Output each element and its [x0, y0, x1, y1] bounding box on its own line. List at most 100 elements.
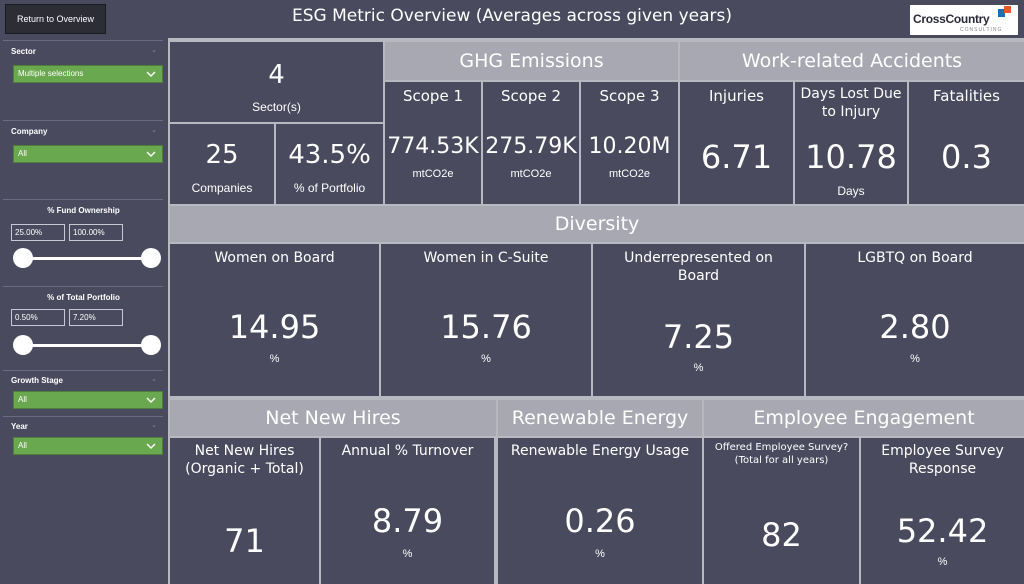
women-csuite-value: 15.76 [440, 308, 532, 346]
sectors-card: 4 Sector(s) [170, 42, 383, 122]
collapse-icon[interactable]: ⌄ [151, 126, 157, 134]
scope3-card: Scope 3 10.20M mtCO2e [581, 82, 678, 204]
growth-stage-dropdown[interactable]: All [13, 391, 163, 409]
offered-survey-card: Offered Employee Survey? (Total for all … [704, 438, 859, 584]
fund-ownership-max-handle[interactable] [141, 248, 161, 268]
diversity-header: Diversity [170, 206, 1024, 242]
days-lost-unit: Days [837, 184, 865, 198]
lgbtq-board-value: 2.80 [879, 308, 951, 346]
total-portfolio-label: % of Total Portfolio [47, 293, 120, 302]
year-label: Year [11, 422, 28, 431]
offered-survey-value: 82 [761, 516, 802, 554]
collapse-icon[interactable]: ⌄ [151, 375, 157, 383]
fund-ownership-max-input[interactable]: 100.00% [69, 224, 123, 241]
injuries-value: 6.71 [700, 138, 773, 176]
annual-turnover-unit: % [402, 548, 413, 560]
fund-ownership-label: % Fund Ownership [47, 206, 120, 215]
fund-ownership-min-handle[interactable] [13, 248, 33, 268]
underrepresented-board-value: 7.25 [662, 318, 735, 356]
year-filter: Year ⌄ All [3, 416, 163, 462]
women-board-title: Women on Board [214, 250, 335, 266]
company-filter: Company ⌄ All [3, 120, 163, 202]
days-lost-value: 10.78 [805, 138, 897, 176]
fund-ownership-slider-track[interactable] [21, 257, 151, 260]
fatalities-value: 0.3 [941, 138, 992, 176]
lgbtq-board-unit: % [910, 353, 920, 365]
women-csuite-unit: % [481, 353, 491, 365]
total-portfolio-max-input[interactable]: 7.20% [69, 309, 123, 326]
renewable-usage-unit: % [595, 548, 605, 560]
scope2-unit: mtCO2e [510, 168, 552, 180]
survey-response-value: 52.42 [896, 512, 989, 550]
total-portfolio-min-handle[interactable] [13, 335, 33, 355]
company-dropdown[interactable]: All [13, 145, 163, 163]
sector-label: Sector [11, 47, 36, 56]
sectors-label: Sector(s) [252, 100, 301, 114]
logo-mark-icon [998, 6, 1012, 18]
net-new-hires-header: Net New Hires [170, 400, 496, 436]
ghg-emissions-header: GHG Emissions [385, 42, 678, 80]
company-logo: CrossCountry CONSULTING [910, 5, 1018, 35]
women-csuite-title: Women in C-Suite [423, 250, 549, 266]
portfolio-label: % of Portfolio [293, 181, 366, 195]
scope3-unit: mtCO2e [609, 168, 650, 180]
lgbtq-board-card: LGBTQ on Board 2.80 % [806, 244, 1024, 396]
chevron-down-icon [145, 66, 159, 82]
total-portfolio-slider-track[interactable] [21, 344, 151, 347]
logo-text: CrossCountry [913, 12, 990, 26]
total-portfolio-filter: % of Total Portfolio 0.50% 7.20% [3, 286, 163, 372]
annual-turnover-card: Annual % Turnover 8.79 % [321, 438, 494, 584]
scope1-value: 774.53K [387, 134, 479, 159]
net-new-hires-value: 71 [224, 522, 265, 560]
renewable-usage-card: Renewable Energy Usage 0.26 % [498, 438, 702, 584]
survey-response-unit: % [937, 556, 948, 568]
underrepresented-board-card: Underrepresented on Board 7.25 % [593, 244, 804, 396]
net-new-hires-title: Net New Hires (Organic + Total) [185, 443, 304, 477]
portfolio-card: 43.5% % of Portfolio [276, 124, 383, 204]
portfolio-value: 43.5% [288, 140, 371, 170]
metrics-grid: 4 Sector(s) 25 Companies 43.5% % of Port… [168, 38, 1024, 584]
sector-dropdown[interactable]: Multiple selections [13, 65, 163, 83]
growth-stage-dropdown-value: All [18, 395, 27, 404]
women-board-unit: % [269, 353, 280, 365]
lgbtq-board-title: LGBTQ on Board [857, 250, 973, 266]
chevron-down-icon [145, 146, 159, 162]
net-new-hires-card: Net New Hires (Organic + Total) 71 [170, 438, 319, 584]
days-lost-card: Days Lost Due to Injury 10.78 Days [795, 82, 907, 204]
fatalities-card: Fatalities 0.3 [909, 82, 1024, 204]
scope2-title: Scope 2 [500, 87, 561, 105]
annual-turnover-title: Annual % Turnover [341, 443, 474, 459]
year-dropdown[interactable]: All [13, 437, 163, 455]
companies-label: Companies [191, 181, 253, 195]
underrepresented-board-title: Underrepresented on Board [624, 250, 773, 284]
companies-card: 25 Companies [170, 124, 274, 204]
company-label: Company [11, 127, 48, 136]
chevron-down-icon [145, 438, 159, 454]
scope1-unit: mtCO2e [412, 168, 454, 180]
employee-engagement-header: Employee Engagement [704, 400, 1024, 436]
work-accidents-header: Work-related Accidents [680, 42, 1024, 80]
fund-ownership-min-input[interactable]: 25.00% [11, 224, 65, 241]
page-title: ESG Metric Overview (Averages across giv… [291, 6, 733, 26]
growth-stage-filter: Growth Stage ⌄ All [3, 370, 163, 416]
renewable-energy-header: Renewable Energy [498, 400, 702, 436]
total-portfolio-min-input[interactable]: 0.50% [11, 309, 65, 326]
days-lost-title: Days Lost Due to Injury [800, 86, 902, 120]
companies-value: 25 [205, 140, 239, 170]
collapse-icon[interactable]: ⌄ [151, 46, 157, 54]
scope2-card: Scope 2 275.79K mtCO2e [483, 82, 579, 204]
sector-dropdown-value: Multiple selections [18, 69, 84, 78]
fatalities-title: Fatalities [933, 87, 1000, 105]
scope2-value: 275.79K [485, 134, 577, 159]
underrepresented-board-unit: % [693, 362, 704, 374]
return-to-overview-button[interactable]: Return to Overview [5, 4, 106, 34]
renewable-usage-value: 0.26 [564, 502, 636, 540]
fund-ownership-filter: % Fund Ownership 25.00% 100.00% [3, 199, 163, 285]
survey-response-card: Employee Survey Response 52.42 % [861, 438, 1024, 584]
collapse-icon[interactable]: ⌄ [151, 421, 157, 429]
company-dropdown-value: All [18, 149, 27, 158]
total-portfolio-max-handle[interactable] [141, 335, 161, 355]
scope3-value: 10.20M [588, 134, 671, 159]
injuries-card: Injuries 6.71 [680, 82, 793, 204]
scope1-title: Scope 1 [402, 87, 463, 105]
